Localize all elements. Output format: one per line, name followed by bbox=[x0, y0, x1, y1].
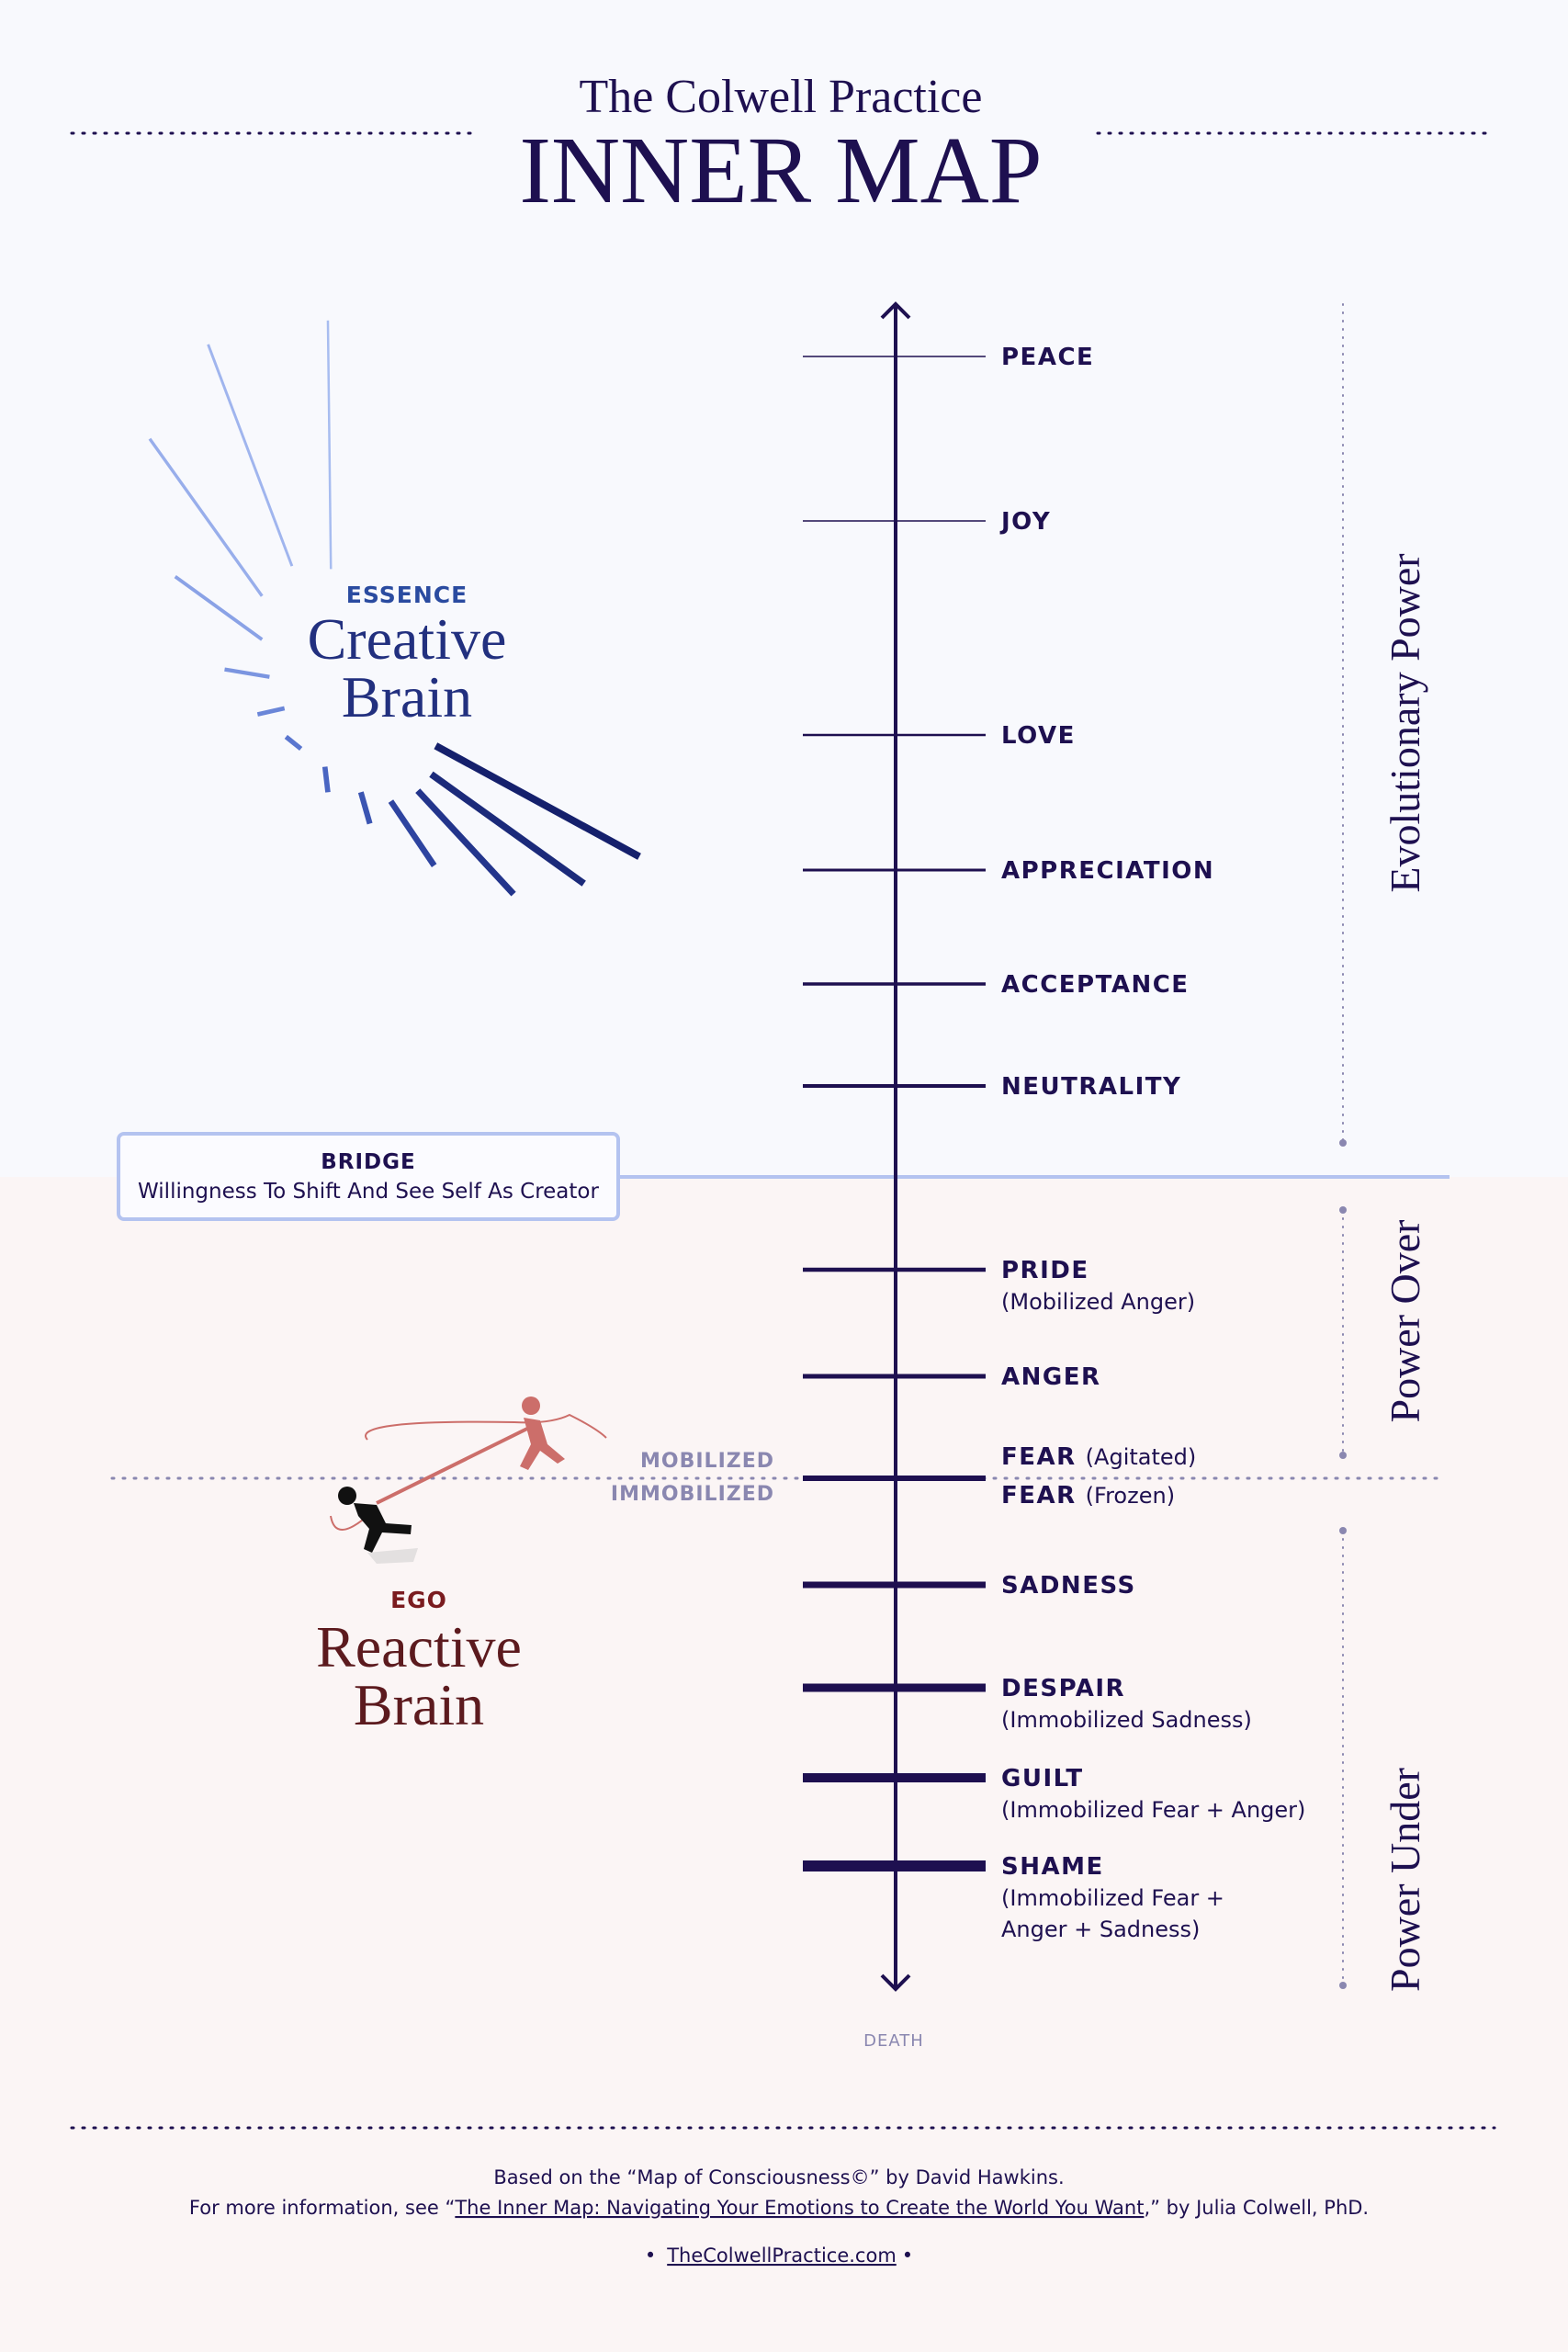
ego-title: Reactive bbox=[316, 1614, 522, 1679]
zone-rule-end bbox=[1339, 1982, 1347, 1989]
essence-title: Creative bbox=[308, 606, 507, 672]
level: LOVE bbox=[1001, 722, 1076, 750]
ray bbox=[326, 320, 333, 570]
ray bbox=[434, 742, 641, 860]
subtitle: The Colwell Practice bbox=[580, 71, 983, 123]
level-name: FEAR bbox=[1001, 1443, 1077, 1471]
axis-arrow-bottom bbox=[880, 1973, 911, 1992]
ego-label: EGO bbox=[390, 1587, 447, 1613]
bridge-box bbox=[117, 1132, 620, 1221]
zones: Evolutionary Power Power Over Power Under bbox=[1339, 303, 1428, 1992]
ray bbox=[321, 766, 331, 793]
lower-background bbox=[0, 1177, 1568, 2352]
level-name: JOY bbox=[999, 508, 1051, 536]
footer-text: For more information, see “ bbox=[189, 2197, 455, 2219]
zone-label: Evolutionary Power bbox=[1382, 553, 1428, 892]
footer-line: Based on the “Map of Consciousness©” by … bbox=[493, 2166, 1064, 2188]
footer-text: ,” by Julia Colwell, PhD. bbox=[1144, 2197, 1369, 2219]
level: NEUTRALITY bbox=[1001, 1073, 1181, 1101]
essence-label: ESSENCE bbox=[346, 582, 468, 608]
ray bbox=[174, 574, 264, 641]
level: SHAME bbox=[1001, 1853, 1104, 1881]
level: DESPAIR bbox=[1001, 1675, 1125, 1702]
level-note: (Immobilized Fear + bbox=[1001, 1885, 1224, 1911]
level: JOY bbox=[999, 508, 1051, 536]
ray bbox=[224, 667, 270, 679]
zone-rule-end bbox=[1339, 1452, 1347, 1459]
bullet: • bbox=[902, 2245, 913, 2267]
bridge-text: Willingness To Shift And See Self As Cre… bbox=[138, 1180, 599, 1204]
ray bbox=[207, 344, 294, 567]
upper-background bbox=[0, 0, 1568, 1177]
ray bbox=[429, 771, 586, 887]
level: APPRECIATION bbox=[1001, 857, 1214, 885]
zone-rule-end bbox=[1339, 1139, 1347, 1147]
level-name: SHAME bbox=[1001, 1853, 1104, 1881]
ray bbox=[388, 799, 437, 867]
level-name: ANGER bbox=[1001, 1363, 1101, 1391]
threshold-below: IMMOBILIZED bbox=[611, 1483, 774, 1506]
level: ACCEPTANCE bbox=[1001, 971, 1190, 999]
ray bbox=[256, 706, 286, 717]
zone-rule-end bbox=[1339, 1206, 1347, 1214]
ray bbox=[357, 791, 373, 825]
level-name: PEACE bbox=[1001, 344, 1094, 371]
level-note: (Frozen) bbox=[1086, 1483, 1175, 1509]
level-note: (Mobilized Anger) bbox=[1001, 1289, 1195, 1315]
book-link[interactable]: The Inner Map: Navigating Your Emotions … bbox=[454, 2197, 1144, 2219]
footer-line: For more information, see “The Inner Map… bbox=[189, 2197, 1369, 2219]
tug-of-war-figures bbox=[330, 1396, 607, 1564]
level-note: (Agitated) bbox=[1086, 1444, 1197, 1470]
level-note: Anger + Sadness) bbox=[1001, 1917, 1200, 1942]
threshold-above: MOBILIZED bbox=[640, 1450, 774, 1473]
level: GUILT bbox=[1001, 1765, 1084, 1792]
level-name: SADNESS bbox=[1001, 1572, 1136, 1600]
website-link[interactable]: TheColwellPractice.com bbox=[666, 2245, 897, 2267]
level-name: FEAR bbox=[1001, 1482, 1077, 1510]
level-name: APPRECIATION bbox=[1001, 857, 1214, 885]
bullet: • bbox=[645, 2245, 656, 2267]
level: FEAR (Agitated) bbox=[1001, 1443, 1196, 1471]
ray bbox=[284, 734, 303, 752]
level-name: DESPAIR bbox=[1001, 1675, 1125, 1702]
level-name: NEUTRALITY bbox=[1001, 1073, 1181, 1101]
zone-rule-end bbox=[1339, 1527, 1347, 1534]
level-name: PRIDE bbox=[1001, 1257, 1089, 1284]
ray bbox=[148, 437, 264, 597]
zone-label: Power Under bbox=[1382, 1768, 1428, 1992]
level-name: ACCEPTANCE bbox=[1001, 971, 1190, 999]
essence-rays bbox=[148, 320, 641, 897]
levels: PEACE JOY LOVE APPRECIATION ACCEPTANCE NEUTRA… bbox=[803, 344, 1305, 1942]
level-note: (Immobilized Fear + Anger) bbox=[1001, 1797, 1305, 1823]
ray bbox=[415, 788, 516, 897]
title: INNER MAP bbox=[519, 118, 1042, 223]
axis-end-label: DEATH bbox=[863, 2031, 924, 2051]
level-name: GUILT bbox=[1001, 1765, 1084, 1792]
ego-title: Brain bbox=[354, 1672, 484, 1737]
level-note: (Immobilized Sadness) bbox=[1001, 1707, 1252, 1733]
level: FEAR (Frozen) bbox=[1001, 1482, 1175, 1510]
footer-line: • TheColwellPractice.com • bbox=[645, 2245, 913, 2267]
level: PRIDE bbox=[1001, 1257, 1089, 1284]
level: PEACE bbox=[1001, 344, 1094, 371]
level-name: LOVE bbox=[1001, 722, 1076, 750]
essence-title: Brain bbox=[342, 664, 472, 729]
bridge-label: BRIDGE bbox=[321, 1150, 415, 1174]
level: SADNESS bbox=[1001, 1572, 1136, 1600]
axis-arrow-top bbox=[880, 301, 911, 320]
zone-label: Power Over bbox=[1382, 1220, 1428, 1423]
level: ANGER bbox=[1001, 1363, 1101, 1391]
